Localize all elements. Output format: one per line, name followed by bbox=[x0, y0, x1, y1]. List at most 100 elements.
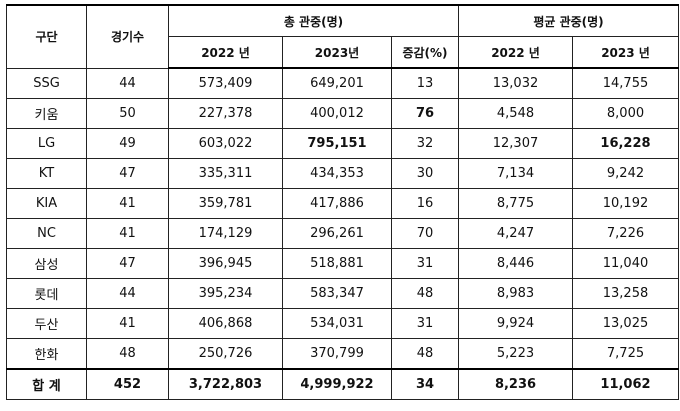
team-cell: 롯데 bbox=[6, 278, 87, 309]
total-2023-cell: 370,799 bbox=[282, 338, 392, 370]
games-cell: 41 bbox=[86, 218, 169, 249]
table-row: 한화 48 250,726 370,799 48 5,223 7,725 bbox=[6, 338, 679, 370]
total-2023-cell: 400,012 bbox=[282, 98, 392, 129]
total-2022-cell: 396,945 bbox=[168, 248, 283, 279]
total-avg-2023-cell: 11,062 bbox=[572, 368, 679, 400]
avg-2022-cell: 8,446 bbox=[458, 248, 573, 279]
team-cell: LG bbox=[6, 128, 87, 159]
team-cell: NC bbox=[6, 218, 87, 249]
avg-2023-cell: 13,025 bbox=[572, 308, 679, 339]
avg-2022-cell: 8,983 bbox=[458, 278, 573, 309]
total-2023-cell: 417,886 bbox=[282, 188, 392, 219]
change-header: 증감(%) bbox=[391, 36, 459, 69]
total-2022-cell: 603,022 bbox=[168, 128, 283, 159]
total-2022-cell: 335,311 bbox=[168, 158, 283, 189]
avg-2022-cell: 8,775 bbox=[458, 188, 573, 219]
avg-2023-cell: 8,000 bbox=[572, 98, 679, 129]
average-attendance-header: 평균 관중(명) bbox=[458, 4, 679, 37]
team-cell: KT bbox=[6, 158, 87, 189]
change-cell: 31 bbox=[391, 248, 459, 279]
games-cell: 48 bbox=[86, 338, 169, 370]
total-2023-cell: 649,201 bbox=[282, 67, 392, 99]
total-2022-cell: 395,234 bbox=[168, 278, 283, 309]
games-cell: 44 bbox=[86, 278, 169, 309]
total-2023-cell: 583,347 bbox=[282, 278, 392, 309]
total-2023-cell: 518,881 bbox=[282, 248, 392, 279]
team-cell: 두산 bbox=[6, 308, 87, 339]
total-sum-2023-cell: 4,999,922 bbox=[282, 368, 392, 400]
total-2023-cell: 434,353 bbox=[282, 158, 392, 189]
change-cell: 30 bbox=[391, 158, 459, 189]
avg-2022-cell: 12,307 bbox=[458, 128, 573, 159]
total-2022-cell: 359,781 bbox=[168, 188, 283, 219]
games-cell: 41 bbox=[86, 188, 169, 219]
avg-2022-cell: 4,247 bbox=[458, 218, 573, 249]
total-row: 합 계 452 3,722,803 4,999,922 34 8,236 11,… bbox=[6, 368, 679, 400]
header-row-2: 2022 년 2023년 증감(%) 2022 년 2023 년 bbox=[7, 36, 679, 69]
team-cell: 한화 bbox=[6, 338, 87, 370]
avg-2023-cell-highlight: 16,228 bbox=[572, 128, 679, 159]
avg-2023-cell: 7,226 bbox=[572, 218, 679, 249]
total-2022-cell: 250,726 bbox=[168, 338, 283, 370]
games-cell: 41 bbox=[86, 308, 169, 339]
header-row-1: 구단 경기수 총 관중(명) 평균 관중(명) bbox=[6, 4, 679, 69]
table-row: KIA 41 359,781 417,886 16 8,775 10,192 bbox=[6, 188, 679, 219]
total-games-cell: 452 bbox=[86, 368, 169, 400]
total-avg-2022-cell: 8,236 bbox=[458, 368, 573, 400]
total-2023-cell-highlight: 795,151 bbox=[282, 128, 392, 159]
avg-2023-cell: 13,258 bbox=[572, 278, 679, 309]
games-cell: 47 bbox=[86, 158, 169, 189]
table-row: 두산 41 406,868 534,031 31 9,924 13,025 bbox=[6, 308, 679, 339]
total-2023-header: 2023년 bbox=[282, 36, 392, 69]
table-row: 롯데 44 395,234 583,347 48 8,983 13,258 bbox=[6, 278, 679, 309]
avg-2022-cell: 5,223 bbox=[458, 338, 573, 370]
avg-2022-header: 2022 년 bbox=[458, 36, 573, 69]
avg-2023-cell: 9,242 bbox=[572, 158, 679, 189]
team-cell: 키움 bbox=[6, 98, 87, 129]
total-2023-cell: 296,261 bbox=[282, 218, 392, 249]
total-2022-cell: 227,378 bbox=[168, 98, 283, 129]
change-cell: 48 bbox=[391, 278, 459, 309]
total-attendance-header: 총 관중(명) bbox=[168, 4, 459, 37]
avg-2022-cell: 9,924 bbox=[458, 308, 573, 339]
team-cell: SSG bbox=[6, 67, 87, 99]
change-cell: 48 bbox=[391, 338, 459, 370]
table-row: LG 49 603,022 795,151 32 12,307 16,228 bbox=[6, 128, 679, 159]
total-label-cell: 합 계 bbox=[6, 368, 87, 400]
team-cell: KIA bbox=[6, 188, 87, 219]
change-cell: 70 bbox=[391, 218, 459, 249]
avg-2023-cell: 11,040 bbox=[572, 248, 679, 279]
games-cell: 47 bbox=[86, 248, 169, 279]
avg-2023-cell: 7,725 bbox=[572, 338, 679, 370]
change-cell: 31 bbox=[391, 308, 459, 339]
avg-2022-cell: 4,548 bbox=[458, 98, 573, 129]
games-cell: 44 bbox=[86, 67, 169, 99]
table-row: 삼성 47 396,945 518,881 31 8,446 11,040 bbox=[6, 248, 679, 279]
total-sum-2022-cell: 3,722,803 bbox=[168, 368, 283, 400]
attendance-table: 구단 경기수 총 관중(명) 평균 관중(명) 2022 년 2023년 증감(… bbox=[6, 4, 679, 400]
total-change-cell: 34 bbox=[391, 368, 459, 400]
avg-2023-header: 2023 년 bbox=[572, 36, 679, 69]
total-2023-cell: 534,031 bbox=[282, 308, 392, 339]
table-row: KT 47 335,311 434,353 30 7,134 9,242 bbox=[6, 158, 679, 189]
table-row: NC 41 174,129 296,261 70 4,247 7,226 bbox=[6, 218, 679, 249]
games-cell: 49 bbox=[86, 128, 169, 159]
total-2022-cell: 174,129 bbox=[168, 218, 283, 249]
attendance-table-container: 구단 경기수 총 관중(명) 평균 관중(명) 2022 년 2023년 증감(… bbox=[6, 4, 679, 400]
total-2022-cell: 573,409 bbox=[168, 67, 283, 99]
games-cell: 50 bbox=[86, 98, 169, 129]
avg-2023-cell: 10,192 bbox=[572, 188, 679, 219]
team-cell: 삼성 bbox=[6, 248, 87, 279]
table-row: SSG 44 573,409 649,201 13 13,032 14,755 bbox=[6, 67, 679, 99]
avg-2022-cell: 13,032 bbox=[458, 67, 573, 99]
team-header: 구단 bbox=[6, 4, 87, 69]
total-2022-cell: 406,868 bbox=[168, 308, 283, 339]
table-row: 키움 50 227,378 400,012 76 4,548 8,000 bbox=[6, 98, 679, 129]
games-header: 경기수 bbox=[86, 4, 169, 69]
change-cell: 13 bbox=[391, 67, 459, 99]
change-cell: 16 bbox=[391, 188, 459, 219]
change-cell: 32 bbox=[391, 128, 459, 159]
avg-2022-cell: 7,134 bbox=[458, 158, 573, 189]
total-2022-header: 2022 년 bbox=[168, 36, 283, 69]
change-cell-highlight: 76 bbox=[391, 98, 459, 129]
